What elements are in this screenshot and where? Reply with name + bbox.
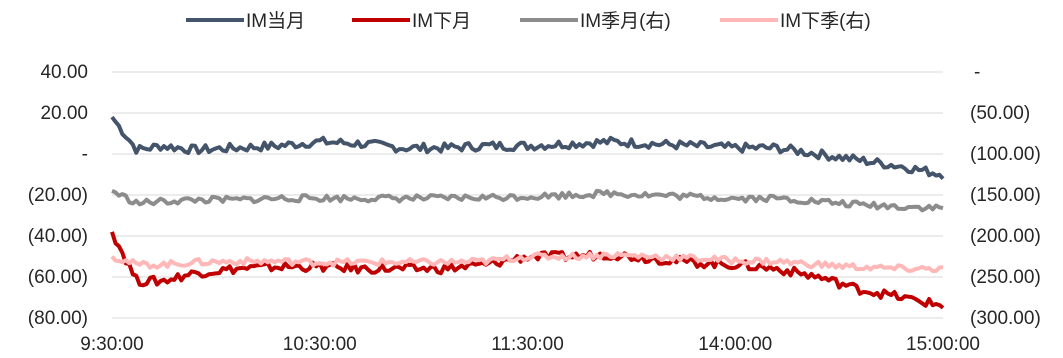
- left-tick-label: 20.00: [40, 103, 88, 124]
- right-tick-label: (300.00): [970, 308, 1041, 329]
- x-tick-label: 10:30:00: [283, 334, 357, 355]
- right-tick-label: -: [974, 62, 980, 83]
- series-line: [110, 231, 945, 310]
- left-tick-label: (20.00): [28, 185, 88, 206]
- left-y-axis: 40.00 20.00 - (20.00) (40.00) (60.00) (80.00): [28, 62, 88, 329]
- left-tick-label: (40.00): [28, 226, 88, 247]
- right-tick-label: (200.00): [970, 226, 1041, 247]
- series-line: [111, 188, 944, 213]
- left-tick-label: (80.00): [28, 308, 88, 329]
- right-tick-label: (250.00): [970, 267, 1041, 288]
- right-tick-label: (100.00): [970, 144, 1041, 165]
- legend: IM当月 IM下月 IM季月(右) IM下季(右): [186, 10, 871, 32]
- x-tick-label: 11:30:00: [491, 334, 564, 355]
- series-lines: [110, 115, 945, 310]
- legend-label: IM季月(右): [580, 10, 671, 32]
- left-tick-label: 40.00: [40, 62, 88, 83]
- legend-label: IM下月: [412, 11, 471, 32]
- left-tick-label: -: [82, 144, 88, 165]
- legend-label: IM当月: [246, 10, 305, 32]
- x-tick-label: 14:00:00: [698, 334, 772, 355]
- gridlines: [112, 71, 943, 319]
- x-tick-label: 9:30:00: [80, 334, 143, 355]
- x-axis: 9:30:00 10:30:00 11:30:00 14:00:00 15:00:00: [80, 334, 980, 355]
- left-tick-label: (60.00): [28, 267, 88, 288]
- x-tick-label: 15:00:00: [906, 334, 980, 355]
- series-line: [110, 115, 945, 181]
- series-line: [110, 251, 944, 273]
- right-tick-label: (150.00): [970, 185, 1041, 206]
- right-tick-label: (50.00): [970, 103, 1030, 124]
- legend-label: IM下季(右): [780, 10, 871, 32]
- right-y-axis: - (50.00) (100.00) (150.00) (200.00) (250.00)…: [970, 62, 1041, 329]
